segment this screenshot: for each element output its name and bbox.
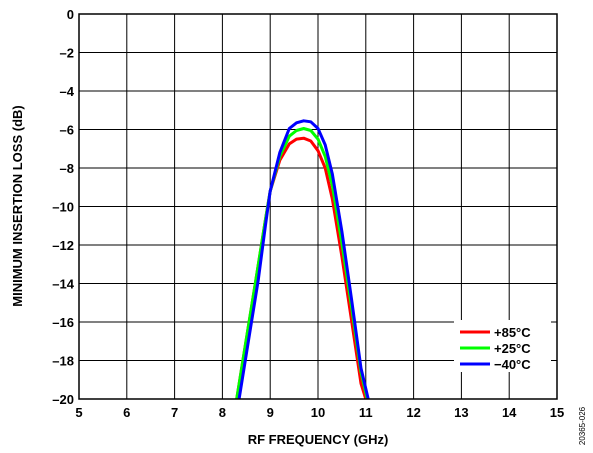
y-tick-label: –8 [60,161,74,176]
x-tick-label: 6 [123,405,130,420]
plot-frame [78,13,558,400]
legend-label: −40°C [494,357,531,372]
y-tick-label: –14 [52,277,74,292]
y-tick-label: –12 [52,238,74,253]
x-tick-label: 8 [219,405,226,420]
x-axis-title: RF FREQUENCY (GHz) [248,432,389,447]
y-tick-label: –18 [52,354,74,369]
x-tick-label: 11 [359,405,373,420]
x-tick-label: 9 [267,405,274,420]
y-tick-labels: 0 –2 –4 –6 –8 –10 –12 –14 –16 –18 –20 [52,7,74,407]
x-tick-label: 15 [550,405,564,420]
x-tick-label: 10 [311,405,325,420]
x-tick-label: 14 [502,405,517,420]
y-tick-label: –2 [60,46,74,61]
legend-label: +85°C [494,325,531,340]
x-tick-label: 12 [406,405,420,420]
series-group [235,119,370,399]
legend: +85°C+25°C−40°C [454,320,551,372]
legend-label: +25°C [494,341,531,356]
x-tick-label: 5 [75,405,82,420]
x-tick-label: 7 [171,405,178,420]
y-tick-label: 0 [67,7,74,22]
x-tick-labels: 5 6 7 8 9 10 11 12 13 14 15 [75,405,564,420]
y-tick-label: –16 [52,315,74,330]
y-tick-label: –10 [52,200,74,215]
y-tick-label: –4 [60,84,75,99]
y-axis-title: MINIMUM INSERTION LOSS (dB) [10,105,25,307]
x-tick-label: 13 [454,405,468,420]
y-tick-label: –20 [52,392,74,407]
figure-id: 20365-026 [578,406,587,445]
y-tick-label: –6 [60,123,74,138]
series-line-2 [237,119,370,399]
